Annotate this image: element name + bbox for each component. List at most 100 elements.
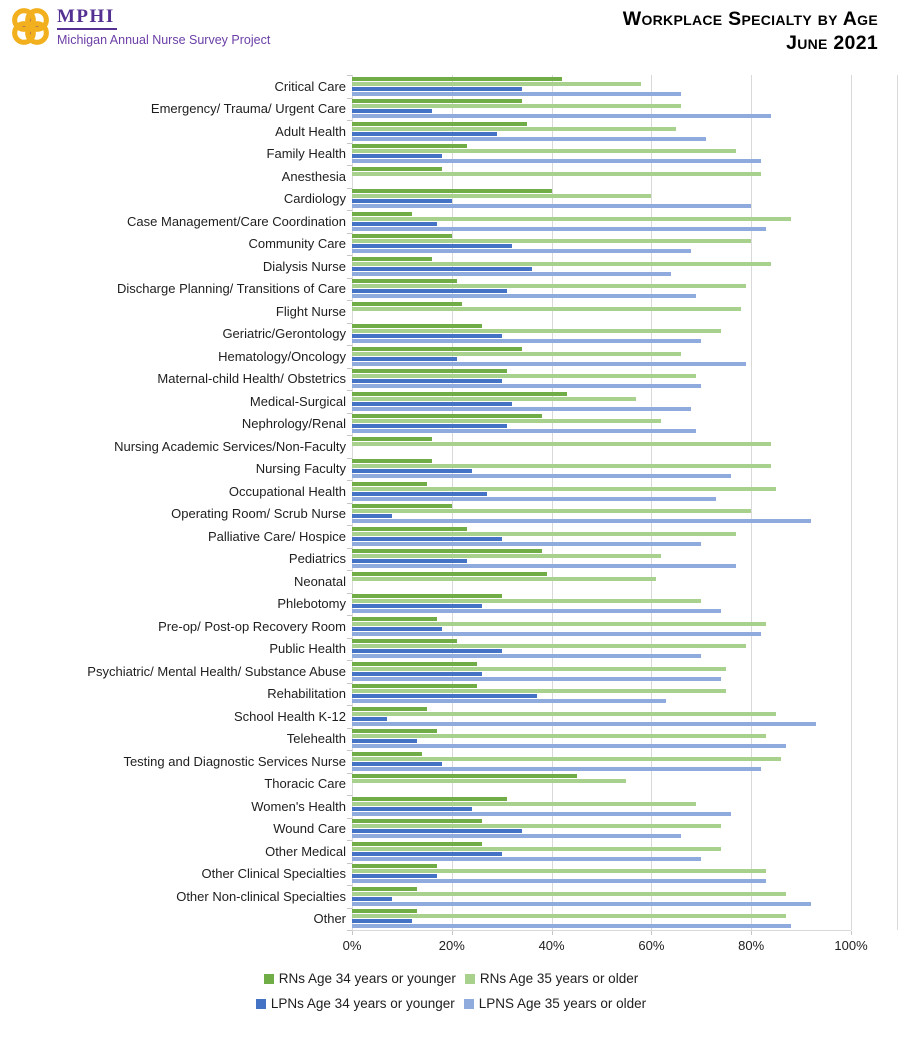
bar-lpns-age-35-years-or-older	[352, 541, 702, 546]
bar-rns-age-34-years-or-younger	[352, 819, 482, 824]
bar-lpns-age-35-years-or-older	[352, 339, 702, 344]
category-label: Cardiology	[283, 191, 346, 207]
bar-lpns-age-35-years-or-older	[352, 429, 697, 434]
legend: RNs Age 34 years or younger RNs Age 35 ye…	[0, 971, 902, 1011]
bar-group	[352, 706, 851, 726]
bar-rns-age-34-years-or-younger	[352, 684, 477, 689]
bar-rns-age-35-years-or-older	[352, 374, 697, 379]
category-axis-tick	[347, 187, 352, 189]
bar-rns-age-34-years-or-younger	[352, 706, 427, 711]
category-axis-tick	[347, 165, 352, 166]
bar-lpns-age-34-years-or-younger	[352, 289, 507, 294]
category-label: Adult Health	[275, 123, 346, 139]
bar-lpns-age-34-years-or-younger	[352, 829, 522, 834]
chart-title-line2: June 2021	[786, 32, 878, 55]
category-axis-tick	[347, 480, 352, 481]
category-label: Thoracic Care	[264, 776, 346, 792]
chart-row: Hematology/Oncology	[7, 345, 851, 368]
bar-rns-age-35-years-or-older	[352, 689, 727, 694]
bar-rns-age-35-years-or-older	[352, 464, 772, 469]
bar-rns-age-35-years-or-older	[352, 126, 677, 131]
chart-row: Women's Health	[7, 795, 851, 818]
bar-rns-age-34-years-or-younger	[352, 841, 482, 846]
bar-group	[352, 751, 851, 771]
bar-group	[352, 549, 851, 569]
category-axis-tick	[347, 772, 352, 774]
bar-rns-age-34-years-or-younger	[352, 549, 542, 554]
bar-lpns-age-34-years-or-younger	[352, 221, 437, 226]
chart-row: Community Care	[7, 233, 851, 256]
bar-group	[352, 346, 851, 366]
category-axis-tick	[347, 705, 352, 706]
bar-group	[352, 76, 851, 96]
chart-row: Medical-Surgical	[7, 390, 851, 413]
bar-rns-age-34-years-or-younger	[352, 99, 522, 104]
bar-group	[352, 279, 851, 299]
category-label: Emergency/ Trauma/ Urgent Care	[150, 101, 346, 117]
plot-right-border	[897, 75, 898, 930]
category-label: Wound Care	[273, 821, 346, 837]
legend-row-rn: RNs Age 34 years or younger RNs Age 35 ye…	[263, 971, 638, 986]
category-axis-tick	[347, 930, 352, 931]
legend-item: LPNS Age 35 years or older	[463, 996, 647, 1011]
chart-title: Workplace Specialty by Age June 2021	[623, 7, 878, 56]
category-label: Community Care	[248, 236, 346, 252]
mphi-logo: MPHI Michigan Annual Nurse Survey Projec…	[10, 6, 270, 47]
chart-row: Pre-op/ Post-op Recovery Room	[7, 615, 851, 638]
legend-label: RNs Age 34 years or younger	[278, 971, 456, 986]
bar-lpns-age-34-years-or-younger	[352, 109, 432, 114]
legend-label: LPNS Age 35 years or older	[478, 996, 647, 1011]
bar-lpns-age-35-years-or-older	[352, 924, 792, 929]
category-axis-tick	[347, 457, 352, 459]
bar-rns-age-35-years-or-older	[352, 801, 697, 806]
category-label: Anesthesia	[281, 168, 346, 184]
category-axis-tick	[347, 637, 352, 639]
bar-group	[352, 616, 851, 636]
bar-group	[352, 639, 851, 659]
logo-subtitle: Michigan Annual Nurse Survey Project	[57, 32, 271, 47]
chart-row: Neonatal	[7, 570, 851, 593]
x-axis-tick	[651, 931, 653, 935]
bar-rns-age-35-years-or-older	[352, 846, 722, 851]
bar-rns-age-35-years-or-older	[352, 171, 762, 176]
gridline-0	[352, 75, 353, 930]
bar-rns-age-34-years-or-younger	[352, 481, 427, 486]
category-axis-tick	[347, 322, 352, 324]
x-axis-label: 80%	[738, 938, 765, 953]
bar-lpns-age-35-years-or-older	[352, 519, 812, 524]
bar-rns-age-34-years-or-younger	[352, 909, 417, 914]
bar-lpns-age-35-years-or-older	[352, 811, 732, 816]
bar-rns-age-35-years-or-older	[352, 104, 682, 109]
category-axis-tick	[347, 682, 352, 684]
bar-lpns-age-34-years-or-younger	[352, 896, 392, 901]
legend-item: RNs Age 35 years or older	[464, 971, 638, 986]
bar-rns-age-35-years-or-older	[352, 621, 767, 626]
bar-rns-age-34-years-or-younger	[352, 751, 422, 756]
bar-lpns-age-35-years-or-older	[352, 114, 772, 119]
bar-rns-age-34-years-or-younger	[352, 166, 442, 171]
bar-rns-age-34-years-or-younger	[352, 729, 437, 734]
chart-row: Other Non-clinical Specialties	[7, 885, 851, 908]
category-label: Hematology/Oncology	[218, 348, 346, 364]
chart-title-line1: Workplace Specialty by Age	[622, 8, 878, 30]
legend-item: RNs Age 34 years or younger	[263, 971, 456, 986]
chart-row: Emergency/ Trauma/ Urgent Care	[7, 98, 851, 121]
bar-rns-age-34-years-or-younger	[352, 796, 507, 801]
chart-row: Pediatrics	[7, 548, 851, 571]
bar-lpns-age-35-years-or-older	[352, 136, 707, 141]
chart-row: Telehealth	[7, 728, 851, 751]
bar-group	[352, 481, 851, 501]
category-axis-tick	[347, 750, 352, 751]
bar-rns-age-35-years-or-older	[352, 441, 772, 446]
bar-lpns-age-35-years-or-older	[352, 654, 702, 659]
chart-row: Dialysis Nurse	[7, 255, 851, 278]
x-axis-label: 60%	[638, 938, 665, 953]
legend-label: LPNs Age 34 years or younger	[270, 996, 455, 1011]
bar-rns-age-35-years-or-older	[352, 756, 782, 761]
category-axis-tick	[347, 345, 352, 346]
bar-group	[352, 661, 851, 681]
category-label: Telehealth	[286, 731, 346, 747]
x-axis-tick	[451, 931, 453, 935]
bar-lpns-age-34-years-or-younger	[352, 671, 482, 676]
bar-lpns-age-34-years-or-younger	[352, 626, 442, 631]
